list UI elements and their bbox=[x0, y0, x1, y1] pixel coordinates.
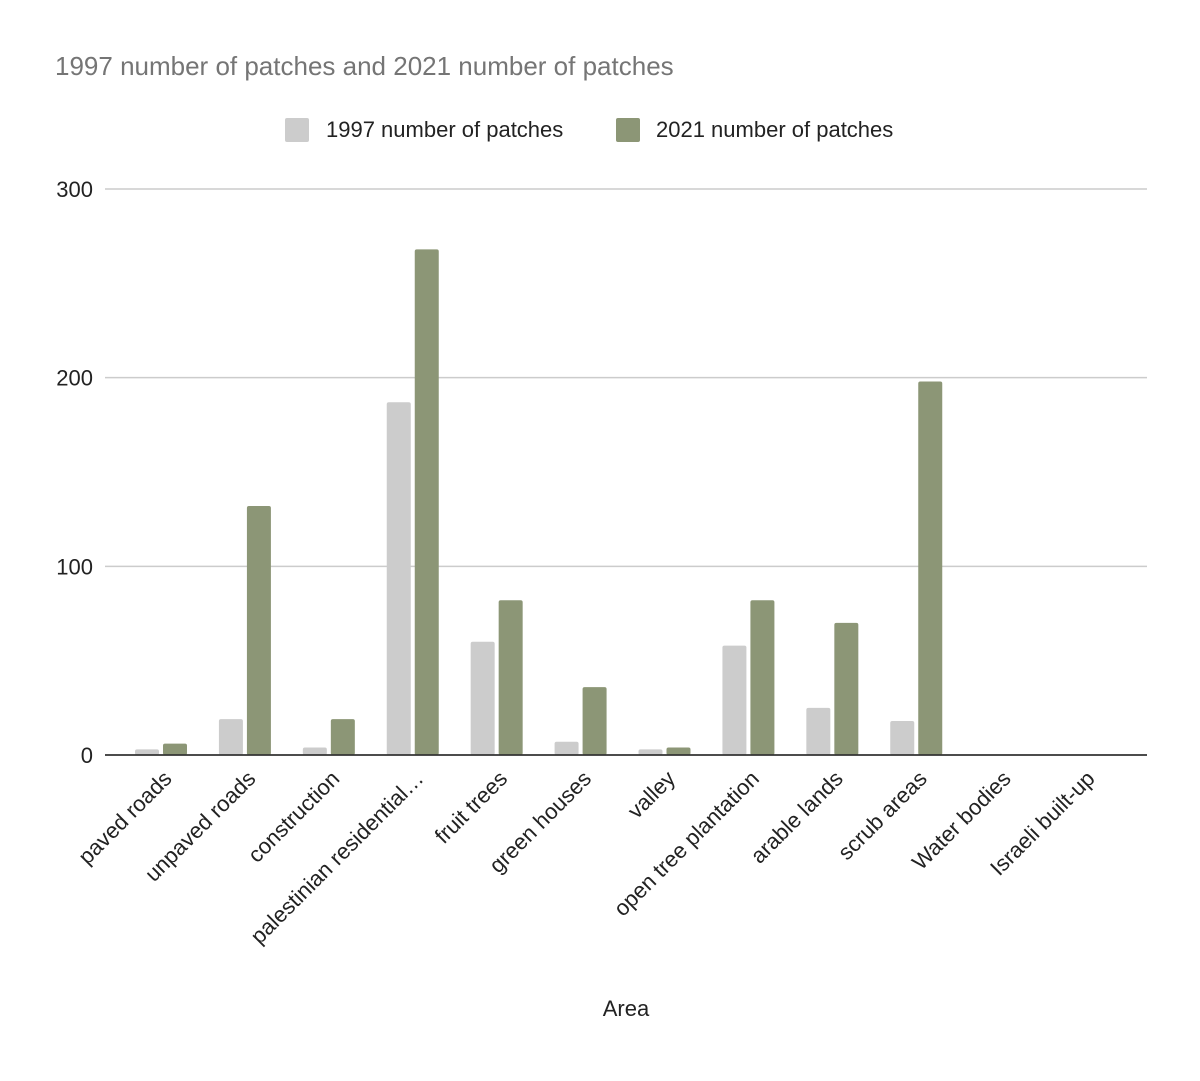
bar-2021-6 bbox=[666, 747, 691, 755]
bar-1997-4 bbox=[470, 641, 495, 755]
bar-2021-0 bbox=[163, 743, 187, 755]
bar-1997-9 bbox=[890, 721, 915, 755]
bar-1997-7 bbox=[722, 645, 747, 755]
x-category-label: palestinian residential… bbox=[245, 766, 428, 949]
legend: 1997 number of patches 2021 number of pat… bbox=[285, 117, 893, 142]
x-category-label: open tree plantation bbox=[609, 766, 764, 921]
bar-2021-9 bbox=[918, 381, 943, 755]
x-axis-title: Area bbox=[603, 996, 650, 1021]
y-tick-label: 300 bbox=[56, 177, 93, 202]
bar-1997-6 bbox=[638, 749, 663, 755]
y-tick-label: 100 bbox=[56, 554, 93, 579]
legend-label: 2021 number of patches bbox=[656, 117, 893, 142]
legend-swatch bbox=[616, 118, 640, 142]
bar-1997-2 bbox=[302, 747, 327, 755]
bar-1997-1 bbox=[218, 719, 243, 755]
bar-2021-4 bbox=[498, 600, 523, 755]
y-axis-ticks: 0 100 200 300 bbox=[56, 177, 93, 768]
bar-2021-1 bbox=[246, 505, 271, 755]
x-category-label: valley bbox=[623, 766, 680, 823]
bar-2021-5 bbox=[582, 687, 607, 755]
bar-2021-2 bbox=[330, 719, 355, 755]
bar-1997-8 bbox=[806, 707, 831, 755]
y-tick-label: 200 bbox=[56, 366, 93, 391]
bar-1997-0 bbox=[135, 749, 159, 755]
chart-title: 1997 number of patches and 2021 number o… bbox=[55, 51, 674, 81]
legend-swatch bbox=[285, 118, 309, 142]
bar-2021-8 bbox=[834, 622, 859, 755]
bars bbox=[135, 249, 943, 755]
legend-label: 1997 number of patches bbox=[326, 117, 563, 142]
gridlines bbox=[105, 188, 1147, 568]
y-tick-label: 0 bbox=[81, 743, 93, 768]
x-category-label: fruit trees bbox=[430, 766, 513, 849]
bar-1997-5 bbox=[554, 741, 579, 755]
bar-1997-3 bbox=[386, 402, 411, 755]
bar-2021-3 bbox=[414, 249, 439, 755]
bar-2021-7 bbox=[750, 600, 775, 755]
